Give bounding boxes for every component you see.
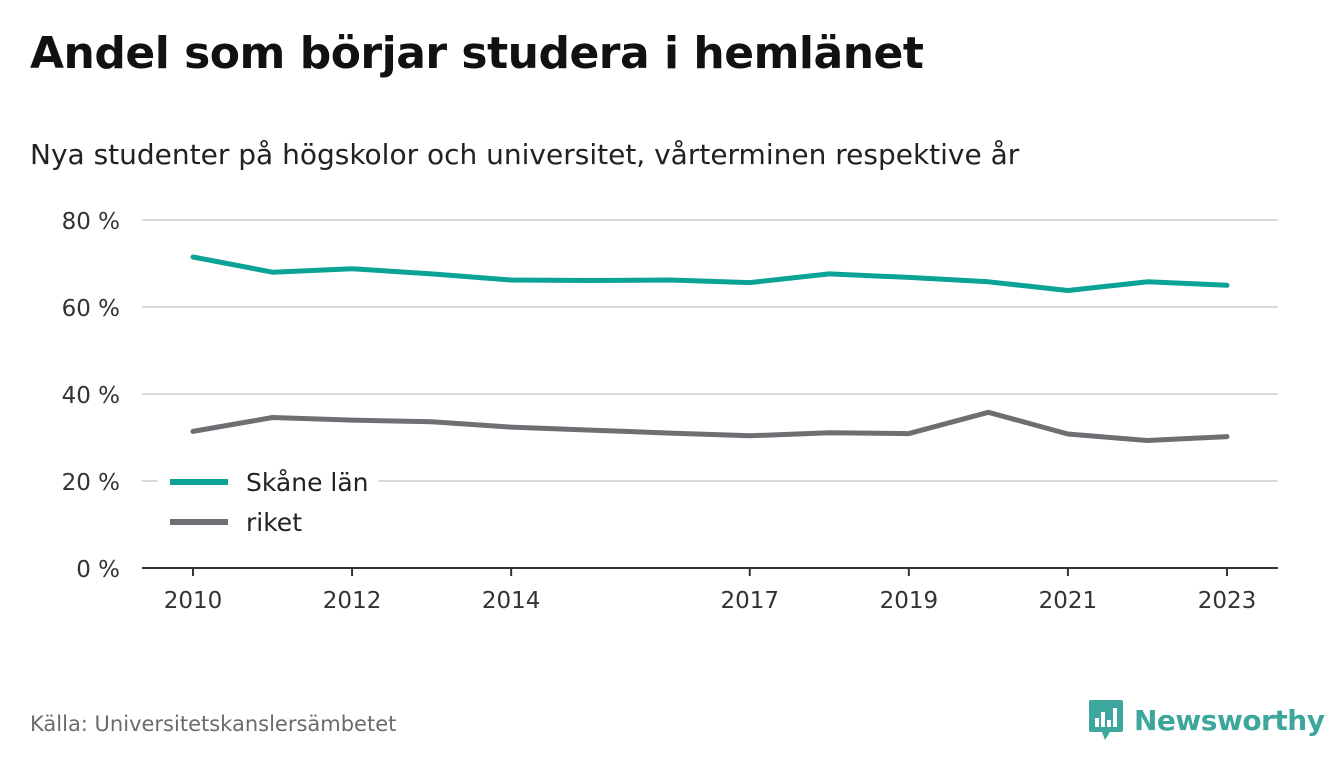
x-tick-label: 2012	[323, 588, 382, 614]
legend-label: Skåne län	[246, 468, 369, 497]
y-tick-label: 40 %	[62, 383, 120, 409]
x-tick-label: 2017	[720, 588, 779, 614]
chart-subtitle: Nya studenter på högskolor och universit…	[30, 138, 1020, 171]
y-tick-label: 20 %	[62, 470, 120, 496]
x-tick-label: 2021	[1039, 588, 1098, 614]
y-tick-label: 60 %	[62, 296, 120, 322]
x-tick-label: 2023	[1198, 588, 1257, 614]
series-line	[190, 254, 1230, 293]
source-note: Källa: Universitetskanslersämbetet	[30, 712, 397, 736]
y-axis-ticks: 0 % 20 % 40 % 60 % 80 %	[62, 209, 120, 583]
newsworthy-logo-icon	[1089, 700, 1123, 740]
x-tick-label: 2019	[880, 588, 939, 614]
legend: Skåne län riket	[158, 448, 378, 537]
y-tick-label: 80 %	[62, 209, 120, 235]
y-tick-label: 0 %	[76, 557, 120, 583]
brand-name: Newsworthy	[1134, 703, 1325, 737]
series-line	[190, 409, 1230, 443]
brand-logo: Newsworthy	[1088, 698, 1325, 742]
x-tick-label: 2010	[164, 588, 223, 614]
x-axis: 2010 2012 2014 2017 2019 2021 2023	[142, 567, 1278, 614]
x-tick-label: 2014	[482, 588, 541, 614]
chart-title: Andel som börjar studera i hemlänet	[30, 28, 924, 79]
legend-label: riket	[246, 508, 302, 537]
series-lines	[190, 254, 1230, 443]
line-chart: 0 % 20 % 40 % 60 % 80 % 2010 2012 2014 2017 2019…	[62, 209, 1278, 614]
gridlines	[142, 219, 1278, 482]
